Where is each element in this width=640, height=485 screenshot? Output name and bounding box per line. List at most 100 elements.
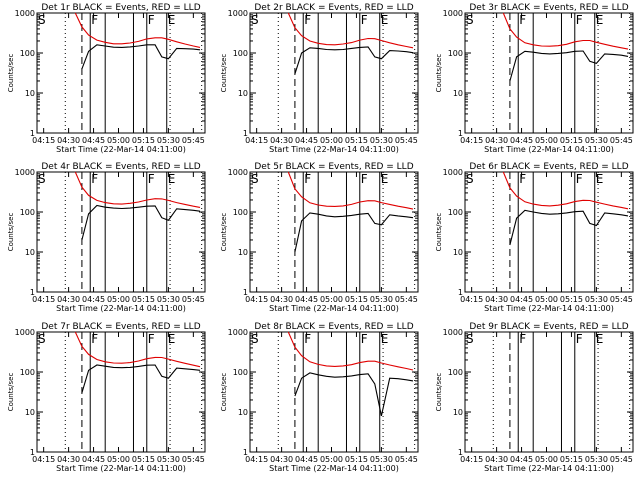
x-tick-label: 05:45 [182, 295, 205, 304]
plot-frame [36, 171, 206, 293]
x-tick-label: 05:30 [585, 136, 608, 145]
x-tick-label: 04:15 [245, 136, 268, 145]
x-tick-label: 05:45 [610, 455, 633, 464]
x-tick-label: 04:15 [245, 455, 268, 464]
plot-frame [249, 331, 419, 453]
panel-8: Det 8r BLACK = Events, RED = LLD 1 10 100 10… [220, 322, 419, 473]
x-tick-label: 04:15 [460, 295, 483, 304]
y-tick-label: 1 [243, 448, 248, 457]
marker-label: F [361, 172, 368, 186]
marker-label: S [38, 332, 46, 346]
y-axis-label: Counts/sec [435, 373, 443, 412]
x-tick-label: 04:45 [510, 455, 533, 464]
panel-7: Det 7r BLACK = Events, RED = LLD 1 10 100 10… [7, 322, 206, 473]
x-tick-label: 05:15 [132, 295, 155, 304]
marker-label: F [91, 13, 98, 27]
x-tick-label: 05:45 [610, 136, 633, 145]
x-tick-label: 04:45 [82, 455, 105, 464]
x-tick-label: 05:30 [585, 295, 608, 304]
y-tick-label: 1 [243, 288, 248, 297]
x-tick-label: 04:15 [32, 295, 55, 304]
panel-1: Det 1r BLACK = Events, RED = LLD 1 10 100 10… [7, 3, 206, 154]
x-tick-label: 05:30 [370, 455, 393, 464]
marker-label: E [596, 13, 604, 27]
x-tick-label: 05:00 [107, 295, 130, 304]
marker-label: E [596, 332, 604, 346]
y-tick-label: 10 [25, 89, 35, 98]
marker-label: F [304, 332, 311, 346]
y-tick-label: 10 [25, 408, 35, 417]
y-tick-label: 1000 [443, 9, 463, 18]
x-tick-label: 05:00 [107, 136, 130, 145]
panel-title: Det 9r BLACK = Events, RED = LLD [469, 322, 628, 332]
panel-title: Det 1r BLACK = Events, RED = LLD [41, 3, 200, 13]
panel-2: Det 2r BLACK = Events, RED = LLD 1 10 100 10… [220, 3, 419, 154]
x-tick-label: 05:00 [535, 136, 558, 145]
x-tick-label: 05:15 [345, 136, 368, 145]
marker-label: S [251, 332, 259, 346]
x-tick-label: 04:30 [270, 136, 293, 145]
marker-label: E [168, 13, 176, 27]
series-line-events [81, 204, 201, 241]
panel-title: Det 2r BLACK = Events, RED = LLD [254, 3, 413, 13]
y-tick-label: 1 [458, 288, 463, 297]
x-tick-label: 04:15 [460, 136, 483, 145]
y-tick-label: 100 [448, 49, 463, 58]
y-axis-label: Counts/sec [7, 373, 15, 412]
series-line-events [294, 46, 414, 75]
series-line-events [294, 372, 414, 417]
x-axis-label: Start Time (22-Mar-14 04:11:00) [484, 464, 614, 473]
marker-label: E [381, 13, 389, 27]
marker-label: E [381, 332, 389, 346]
x-tick-label: 05:30 [157, 136, 180, 145]
x-tick-label: 04:30 [485, 136, 508, 145]
x-axis-label: Start Time (22-Mar-14 04:11:00) [269, 304, 399, 313]
y-axis-label: Counts/sec [220, 54, 228, 93]
y-tick-label: 1000 [228, 9, 248, 18]
y-axis-label: Counts/sec [435, 213, 443, 252]
marker-label: S [466, 13, 474, 27]
y-tick-label: 100 [448, 368, 463, 377]
x-tick-label: 05:15 [560, 295, 583, 304]
x-axis-label: Start Time (22-Mar-14 04:11:00) [484, 304, 614, 313]
x-tick-label: 05:00 [535, 455, 558, 464]
marker-label: F [361, 332, 368, 346]
panel-4: Det 4r BLACK = Events, RED = LLD 1 10 100 10… [7, 162, 206, 313]
x-tick-label: 04:30 [485, 455, 508, 464]
x-tick-label: 05:15 [560, 455, 583, 464]
x-tick-label: 05:00 [320, 295, 343, 304]
y-tick-label: 1000 [443, 168, 463, 177]
y-tick-label: 100 [233, 208, 248, 217]
panel-9: Det 9r BLACK = Events, RED = LLD 1 10 100 10… [435, 322, 634, 473]
marker-label: E [168, 172, 176, 186]
x-tick-label: 05:30 [585, 455, 608, 464]
marker-label: F [576, 13, 583, 27]
y-tick-label: 100 [20, 368, 35, 377]
x-tick-label: 05:00 [320, 455, 343, 464]
y-axis-label: Counts/sec [7, 213, 15, 252]
y-tick-label: 1000 [228, 168, 248, 177]
y-tick-label: 1 [458, 129, 463, 138]
series-line-lld [74, 171, 201, 208]
x-tick-label: 05:15 [345, 295, 368, 304]
marker-label: S [38, 172, 46, 186]
series-line-lld [502, 171, 629, 210]
panel-title: Det 6r BLACK = Events, RED = LLD [469, 162, 628, 172]
x-tick-label: 05:15 [132, 455, 155, 464]
marker-label: F [148, 13, 155, 27]
plot-frame [249, 12, 419, 134]
marker-label: S [38, 13, 46, 27]
series-line-events [81, 44, 201, 70]
y-axis-label: Counts/sec [220, 213, 228, 252]
plot-frame [36, 331, 206, 453]
x-tick-label: 04:45 [82, 295, 105, 304]
x-tick-label: 04:45 [295, 295, 318, 304]
marker-label: F [91, 172, 98, 186]
x-tick-label: 05:00 [107, 455, 130, 464]
y-axis-label: Counts/sec [220, 373, 228, 412]
marker-label: F [576, 172, 583, 186]
panel-title: Det 4r BLACK = Events, RED = LLD [41, 162, 200, 172]
y-axis-label: Counts/sec [7, 54, 15, 93]
y-tick-label: 10 [453, 248, 463, 257]
